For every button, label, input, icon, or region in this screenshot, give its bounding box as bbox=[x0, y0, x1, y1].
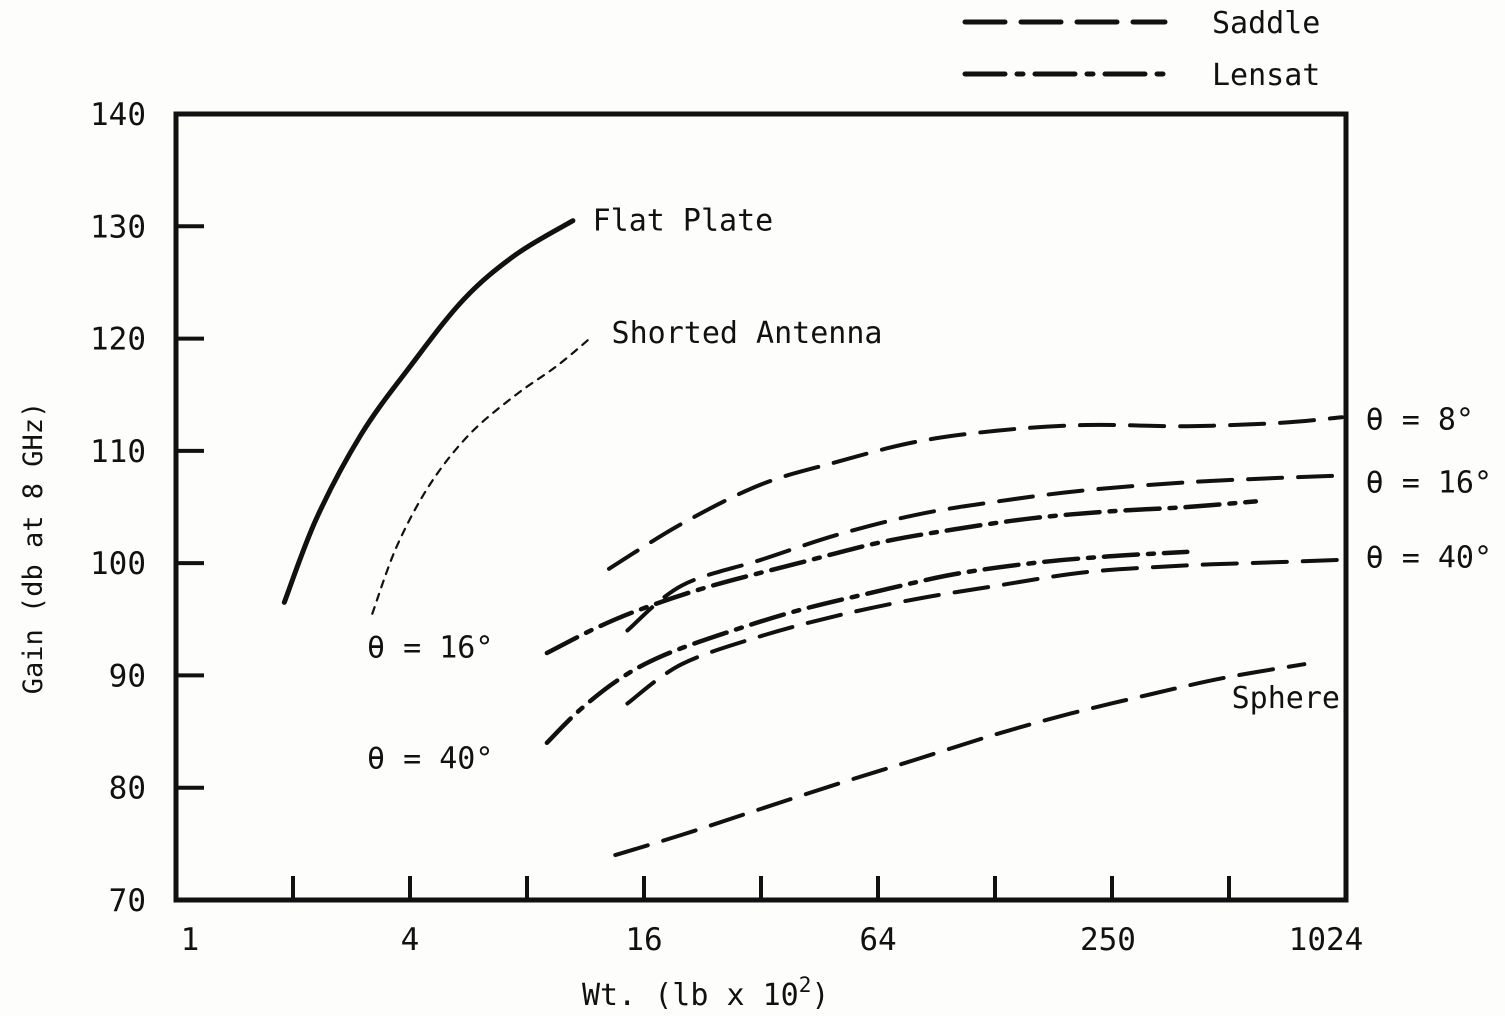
y-tick-label: 120 bbox=[90, 322, 146, 358]
x-tick-label: 1024 bbox=[1289, 922, 1364, 958]
y-tick-label: 90 bbox=[109, 658, 146, 694]
x-tick-label: 64 bbox=[859, 922, 896, 958]
annotation-label: Sphere bbox=[1232, 681, 1340, 716]
x-axis-label: Wt. (lb x 102) bbox=[582, 973, 829, 1013]
series-line-saddle-8 bbox=[609, 417, 1342, 569]
series-line-saddle-16 bbox=[627, 476, 1342, 631]
annotation-label: θ = 40° bbox=[367, 742, 493, 777]
x-tick-label: 4 bbox=[401, 922, 420, 958]
x-axis-label-main: Wt. (lb x 10 bbox=[582, 978, 799, 1013]
y-tick-label: 110 bbox=[90, 434, 146, 470]
y-tick-label: 70 bbox=[109, 883, 146, 919]
series-line-flat-plate bbox=[284, 221, 573, 603]
x-tick-label: 1 bbox=[181, 922, 200, 958]
series-line-sphere bbox=[615, 664, 1304, 855]
x-axis-label-close: ) bbox=[811, 978, 829, 1013]
annotation-label: θ = 16° bbox=[367, 630, 493, 665]
annotation-label: θ = 16° bbox=[1366, 465, 1492, 500]
y-tick-label: 100 bbox=[90, 546, 146, 582]
legend: Saddle Lensat bbox=[965, 6, 1320, 93]
legend-label-lensat: Lensat bbox=[1212, 58, 1320, 93]
y-tick-label: 140 bbox=[90, 97, 146, 133]
legend-label-saddle: Saddle bbox=[1212, 6, 1320, 41]
annotation-label: Flat Plate bbox=[593, 204, 774, 239]
annotation-label: Shorted Antenna bbox=[612, 316, 883, 351]
series-line-lensat-16 bbox=[547, 501, 1256, 653]
x-tick-label: 16 bbox=[625, 922, 662, 958]
annotations: Flat Plate Shorted Antenna Sphere θ = 8° θ =… bbox=[367, 204, 1492, 777]
annotation-label: θ = 40° bbox=[1366, 541, 1492, 576]
x-axis-label-superscript: 2 bbox=[799, 973, 812, 997]
x-tick-label: 250 bbox=[1080, 922, 1136, 958]
y-axis-label: Gain (db at 8 GHz) bbox=[18, 402, 49, 695]
series-line-shorted-antenna bbox=[372, 339, 589, 614]
series-line-lensat-40 bbox=[547, 552, 1187, 743]
y-tick-label: 80 bbox=[109, 771, 146, 807]
y-tick-label: 130 bbox=[90, 209, 146, 245]
annotation-label: θ = 8° bbox=[1366, 402, 1474, 437]
